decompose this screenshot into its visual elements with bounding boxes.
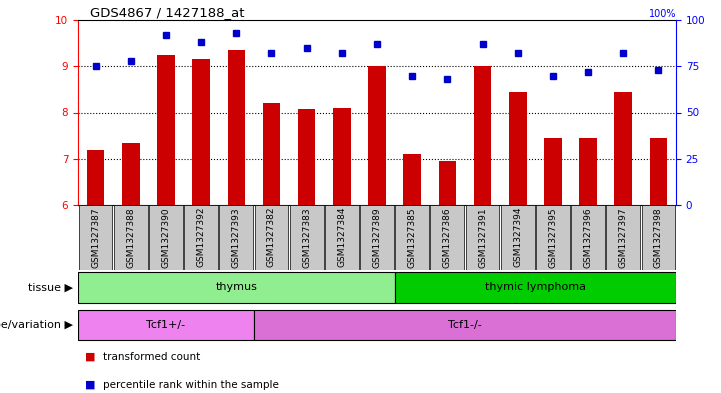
Text: GSM1327390: GSM1327390: [162, 207, 170, 268]
Text: thymus: thymus: [216, 283, 257, 292]
Text: GSM1327384: GSM1327384: [337, 207, 346, 268]
Text: genotype/variation ▶: genotype/variation ▶: [0, 320, 73, 330]
Text: GSM1327395: GSM1327395: [549, 207, 557, 268]
Bar: [544, 138, 562, 205]
Text: percentile rank within the sample: percentile rank within the sample: [103, 380, 279, 389]
FancyBboxPatch shape: [606, 205, 640, 270]
Bar: [157, 55, 174, 205]
FancyBboxPatch shape: [430, 205, 464, 270]
Text: ■: ■: [85, 352, 96, 362]
Bar: [368, 66, 386, 205]
FancyBboxPatch shape: [501, 205, 534, 270]
FancyBboxPatch shape: [536, 205, 570, 270]
Text: GSM1327398: GSM1327398: [654, 207, 663, 268]
Text: GSM1327391: GSM1327391: [478, 207, 487, 268]
FancyBboxPatch shape: [466, 205, 500, 270]
Text: ■: ■: [85, 380, 96, 389]
FancyBboxPatch shape: [219, 205, 253, 270]
FancyBboxPatch shape: [395, 205, 429, 270]
FancyBboxPatch shape: [79, 205, 112, 270]
Bar: [87, 149, 105, 205]
Bar: [122, 143, 140, 205]
Text: GSM1327393: GSM1327393: [231, 207, 241, 268]
Text: GSM1327383: GSM1327383: [302, 207, 311, 268]
Bar: [228, 50, 245, 205]
Text: GSM1327388: GSM1327388: [126, 207, 136, 268]
FancyBboxPatch shape: [360, 205, 394, 270]
FancyBboxPatch shape: [255, 205, 288, 270]
FancyBboxPatch shape: [185, 205, 218, 270]
FancyBboxPatch shape: [571, 205, 605, 270]
Bar: [438, 161, 456, 205]
Text: GSM1327386: GSM1327386: [443, 207, 452, 268]
Text: GDS4867 / 1427188_at: GDS4867 / 1427188_at: [90, 6, 244, 19]
Text: GSM1327394: GSM1327394: [513, 207, 522, 268]
Bar: [403, 154, 421, 205]
Text: 100%: 100%: [648, 9, 676, 19]
Bar: [298, 109, 316, 205]
FancyBboxPatch shape: [78, 272, 394, 303]
Text: GSM1327382: GSM1327382: [267, 207, 276, 268]
Text: GSM1327389: GSM1327389: [373, 207, 381, 268]
Text: GSM1327387: GSM1327387: [91, 207, 100, 268]
FancyBboxPatch shape: [149, 205, 183, 270]
Text: GSM1327385: GSM1327385: [407, 207, 417, 268]
Bar: [650, 138, 667, 205]
Text: GSM1327397: GSM1327397: [619, 207, 628, 268]
Text: GSM1327396: GSM1327396: [583, 207, 593, 268]
Text: Tcf1+/-: Tcf1+/-: [146, 320, 185, 330]
Text: tissue ▶: tissue ▶: [28, 283, 73, 292]
Bar: [333, 108, 350, 205]
FancyBboxPatch shape: [114, 205, 148, 270]
Bar: [614, 92, 632, 205]
Bar: [579, 138, 597, 205]
FancyBboxPatch shape: [254, 310, 676, 340]
FancyBboxPatch shape: [325, 205, 359, 270]
Text: GSM1327392: GSM1327392: [197, 207, 205, 268]
Bar: [193, 59, 210, 205]
Bar: [509, 92, 526, 205]
FancyBboxPatch shape: [290, 205, 324, 270]
FancyBboxPatch shape: [642, 205, 676, 270]
FancyBboxPatch shape: [78, 310, 254, 340]
FancyBboxPatch shape: [394, 272, 676, 303]
Text: thymic lymphoma: thymic lymphoma: [485, 283, 585, 292]
Text: transformed count: transformed count: [103, 352, 200, 362]
Bar: [474, 66, 491, 205]
Bar: [262, 103, 280, 205]
Text: Tcf1-/-: Tcf1-/-: [448, 320, 482, 330]
